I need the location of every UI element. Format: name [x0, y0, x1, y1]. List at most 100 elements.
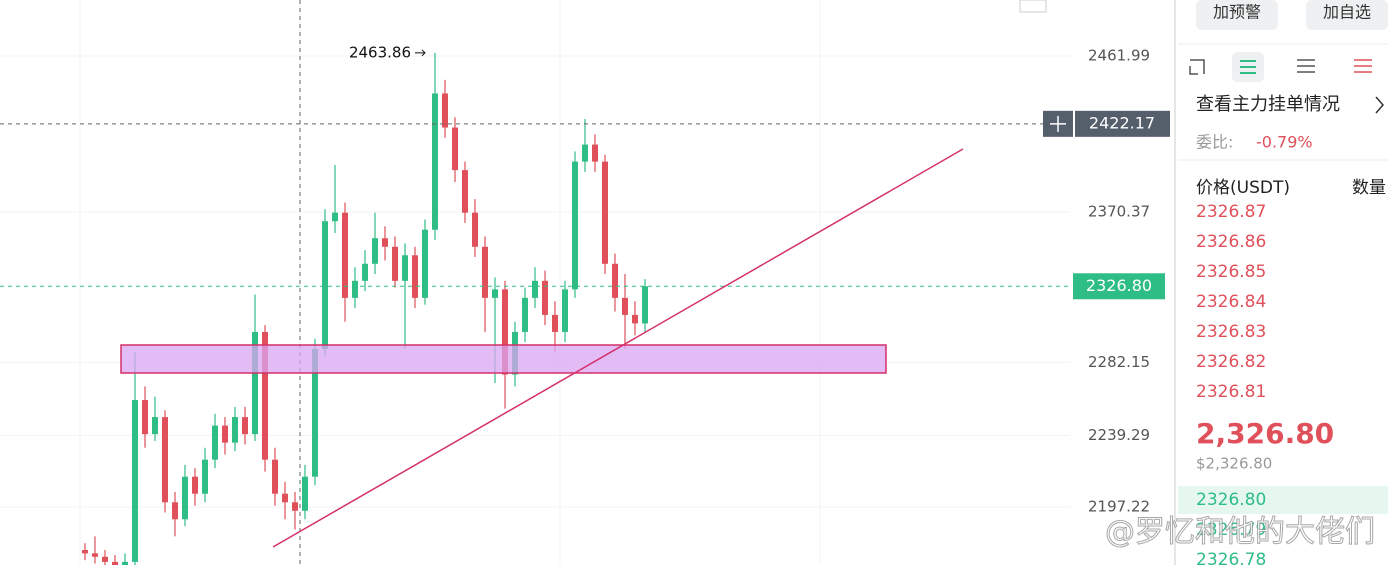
candle-body	[412, 255, 418, 298]
candle-body	[552, 314, 558, 332]
candle-body	[502, 289, 508, 375]
candle-body	[642, 286, 648, 324]
candle-body	[292, 502, 298, 511]
candle-body	[312, 348, 318, 477]
candle-body	[522, 297, 528, 332]
candle-body	[582, 144, 588, 162]
crosshair-price: 2422.17	[1089, 113, 1155, 132]
candle-body	[342, 212, 348, 298]
watchlist-button[interactable]	[1306, 0, 1388, 30]
candle-body	[282, 493, 288, 503]
candle-body	[592, 144, 598, 162]
candle-body	[532, 280, 538, 298]
last-price-usd: $2,326.80	[1196, 455, 1272, 473]
candle-body	[402, 255, 408, 281]
last-price: 2,326.80	[1196, 417, 1334, 450]
candle-body	[442, 93, 448, 128]
watermark: @罗忆和他的大佬们	[1105, 515, 1375, 550]
last-price-box	[1073, 273, 1165, 300]
orders-link[interactable]: 查看主力挂单情况	[1196, 94, 1340, 115]
last-price-label: 2326.80	[1086, 276, 1152, 295]
ask-price: 2326.81	[1196, 382, 1266, 402]
candle-body	[252, 331, 258, 435]
candle-body	[472, 212, 478, 247]
candle-body	[112, 561, 118, 566]
candle-body	[212, 425, 218, 460]
plus-icon	[1050, 115, 1066, 132]
candle-body	[602, 161, 608, 264]
trend-line	[272, 148, 964, 548]
y-tick-label: 2370.37	[1088, 203, 1150, 221]
candle-body	[262, 331, 268, 460]
candle-body	[192, 476, 198, 494]
bid-price: 2326.80	[1196, 490, 1266, 510]
candle-body	[152, 417, 158, 435]
candle-body	[322, 221, 328, 349]
candle-body	[542, 280, 548, 315]
candle-body	[482, 246, 488, 298]
y-tick-label: 2282.15	[1088, 353, 1150, 371]
candle-body	[82, 549, 88, 554]
candle-body	[222, 425, 228, 443]
ask-price: 2326.84	[1196, 292, 1266, 312]
high-label: 2463.86	[349, 43, 411, 61]
candle-body	[272, 459, 278, 494]
bid-price: 2326.78	[1196, 550, 1266, 565]
candle-body	[562, 289, 568, 332]
candle-body	[432, 93, 438, 230]
chevron[interactable]	[1375, 96, 1384, 114]
y-tick-label: 2197.22	[1088, 498, 1150, 516]
candle-body	[232, 417, 238, 443]
candle-body	[202, 459, 208, 494]
view-icon[interactable]	[1189, 59, 1205, 75]
ask-price: 2326.85	[1196, 262, 1266, 282]
ask-price: 2326.82	[1196, 352, 1266, 372]
high-arrow	[415, 49, 426, 57]
y-tick-label: 2461.99	[1088, 47, 1150, 65]
ratio-value: -0.79%	[1256, 133, 1313, 152]
candle-body	[302, 476, 308, 511]
ask-price: 2326.87	[1196, 202, 1266, 222]
candle-body	[172, 502, 178, 520]
view-icon[interactable]	[1297, 59, 1315, 73]
candle-body	[372, 238, 378, 264]
ratio-label: 委比:	[1196, 133, 1233, 152]
y-tick-label: 2239.29	[1088, 426, 1150, 444]
ask-price: 2326.86	[1196, 232, 1266, 252]
qty-header: 数量	[1352, 178, 1386, 198]
candle-body	[242, 417, 248, 435]
candle-body	[392, 246, 398, 281]
candle-body	[332, 212, 338, 222]
candle-body	[452, 127, 458, 171]
alert-button[interactable]	[1196, 0, 1278, 30]
candle-body	[492, 289, 498, 298]
watchlist-button-label[interactable]: 加自选	[1323, 3, 1371, 22]
candle-body	[162, 417, 168, 503]
support-zone	[120, 344, 887, 374]
candle-body	[422, 229, 428, 298]
alert-button-label[interactable]: 加预警	[1213, 3, 1261, 22]
candle-body	[382, 238, 388, 247]
crosshair-price-box	[1075, 110, 1170, 137]
candle-body	[612, 263, 618, 298]
candle-body	[122, 561, 128, 566]
price-header: 价格(USDT)	[1196, 178, 1290, 198]
candle-body	[92, 553, 98, 557]
candle-body	[132, 400, 138, 562]
bid-price: 2326.79	[1196, 520, 1266, 540]
candle-body	[352, 280, 358, 298]
candle-body	[142, 400, 148, 435]
candle-body	[632, 314, 638, 324]
view-icon[interactable]	[1240, 60, 1256, 74]
candle-body	[362, 263, 368, 281]
bid-highlight	[1178, 486, 1388, 514]
candle-body	[102, 556, 108, 562]
candle-body	[622, 297, 628, 315]
view-icon[interactable]	[1354, 59, 1372, 73]
candle-body	[462, 170, 468, 213]
toolbar-icon[interactable]	[1019, 0, 1047, 13]
candle-body	[572, 161, 578, 290]
ask-price: 2326.83	[1196, 322, 1266, 342]
